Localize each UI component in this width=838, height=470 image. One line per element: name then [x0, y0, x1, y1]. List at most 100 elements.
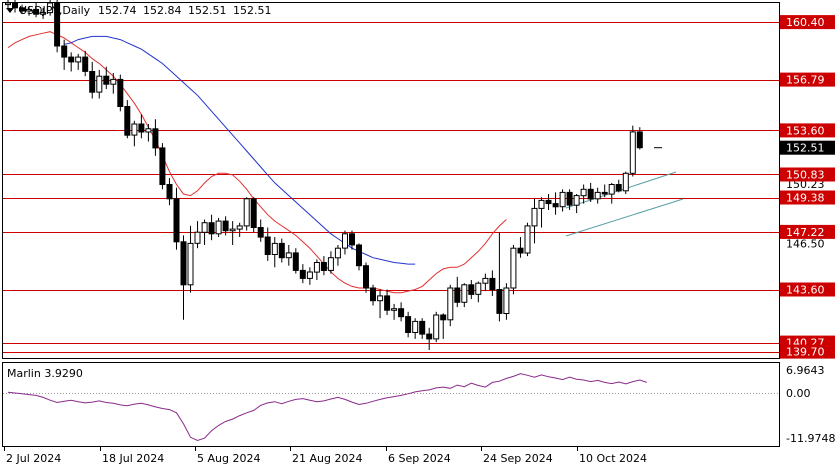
level-tag-160.40: 160.40	[786, 16, 825, 29]
candle-bull	[215, 220, 222, 235]
candle-bull	[5, 2, 11, 6]
candle-bull	[573, 195, 580, 206]
candle-bear	[180, 241, 187, 286]
candle-bull	[334, 247, 341, 259]
symbol-title: USDJPY,Daily	[19, 4, 91, 17]
candle-bull	[194, 231, 201, 244]
channel-lower-line	[565, 198, 684, 237]
level-tag-143.60: 143.60	[786, 284, 825, 297]
candle-bull	[131, 123, 138, 136]
candle-bear	[489, 277, 496, 290]
level-tag-bg	[780, 72, 835, 87]
candle-bear	[384, 295, 391, 311]
candle-bull	[313, 262, 320, 273]
support-resistance-levels	[3, 22, 779, 353]
candle-bull	[412, 320, 419, 333]
candle-bear	[426, 333, 433, 340]
candle-bear	[103, 75, 110, 85]
candle-bull	[229, 228, 236, 232]
candle-bull	[145, 128, 152, 133]
candle-bear	[496, 289, 503, 314]
candle-bull	[187, 242, 194, 286]
candle-bull	[580, 188, 587, 197]
candle-bull	[608, 184, 615, 195]
ohlc-close: 152.51	[233, 4, 272, 17]
level-tag-150.83: 150.83	[786, 169, 825, 182]
candle-bear	[292, 252, 299, 271]
indicator-panel-frame	[2, 362, 780, 447]
candle-bear	[349, 233, 355, 246]
price-label-146.50: 146.50	[786, 237, 825, 250]
candle-bull	[75, 56, 82, 63]
candle-bear	[601, 191, 608, 195]
candle-bear	[250, 198, 257, 229]
candle-bear	[152, 128, 159, 149]
candle-bear	[398, 308, 405, 318]
candle-bull	[622, 172, 629, 192]
candle-bull	[538, 199, 545, 209]
candle-bear	[82, 56, 89, 72]
x-tick-label: 2 Jul 2024	[6, 452, 61, 465]
candle-bull	[40, 12, 47, 15]
time-axis: 2 Jul 2024 18 Jul 2024 5 Aug 2024 21 Aug 20…	[4, 447, 647, 465]
oscillator-line	[7, 373, 647, 442]
candle-bull	[391, 308, 398, 311]
current-price-tag: 152.51	[786, 142, 825, 155]
candle-bull	[594, 191, 601, 200]
x-tick-label: 6 Sep 2024	[388, 452, 451, 465]
level-tag-bg	[780, 123, 835, 138]
candle-bear	[117, 78, 124, 108]
fast-ma-line	[7, 31, 507, 294]
candle-bear	[89, 71, 96, 93]
candle-bear	[566, 191, 573, 206]
candle-bear	[159, 147, 166, 185]
candle-bull	[559, 191, 566, 208]
candle-bull	[285, 252, 292, 259]
level-tag-bg	[780, 344, 835, 359]
candle-bear	[587, 188, 594, 200]
candle-bull	[433, 314, 440, 340]
x-tick-label: 24 Sep 2024	[483, 452, 553, 465]
candle-bull	[461, 284, 468, 303]
candle-bull	[377, 295, 384, 302]
level-tag-153.60: 153.60	[786, 124, 825, 137]
candle-bull	[531, 207, 538, 227]
candle-bear	[264, 236, 271, 255]
marlin-oscillator	[7, 373, 647, 442]
x-tick-label: 18 Jul 2024	[102, 452, 164, 465]
candle-bear	[33, 8, 40, 15]
candle-bear	[370, 287, 376, 302]
level-tag-147.22: 147.22	[786, 226, 825, 239]
candle-bear	[173, 198, 180, 243]
candle-bear	[61, 45, 68, 58]
ohlc-open: 152.74	[98, 4, 137, 17]
indicator-axis-bottom: -11.9748	[786, 432, 835, 445]
candle-bear	[363, 265, 369, 289]
candle-bear	[419, 320, 426, 335]
ohlc-high: 152.84	[143, 4, 182, 17]
candle-bull	[96, 75, 103, 93]
candle-bear	[12, 2, 18, 9]
candle-bear	[545, 199, 552, 205]
candle-bear	[356, 244, 362, 267]
candle-bull	[342, 233, 348, 249]
candle-bull	[629, 131, 636, 174]
indicator-title: Marlin 3.9290	[7, 367, 83, 380]
candle-bear	[517, 247, 524, 254]
candle-bear	[54, 2, 61, 47]
candle-bull	[524, 225, 531, 254]
level-tag-bg	[780, 282, 835, 297]
x-tick-label: 5 Aug 2024	[197, 452, 260, 465]
candle-bear	[138, 123, 145, 133]
candle-bull	[243, 198, 250, 227]
candle-bull	[201, 222, 208, 233]
candle-bear	[468, 284, 475, 295]
collapse-arrow-icon[interactable]	[6, 8, 14, 13]
candle-bear	[208, 222, 215, 235]
candle-bull	[306, 271, 313, 279]
candle-bear	[454, 287, 461, 303]
candle-bear	[257, 227, 264, 238]
candle-bull	[327, 257, 334, 271]
candle-bear	[19, 7, 25, 12]
